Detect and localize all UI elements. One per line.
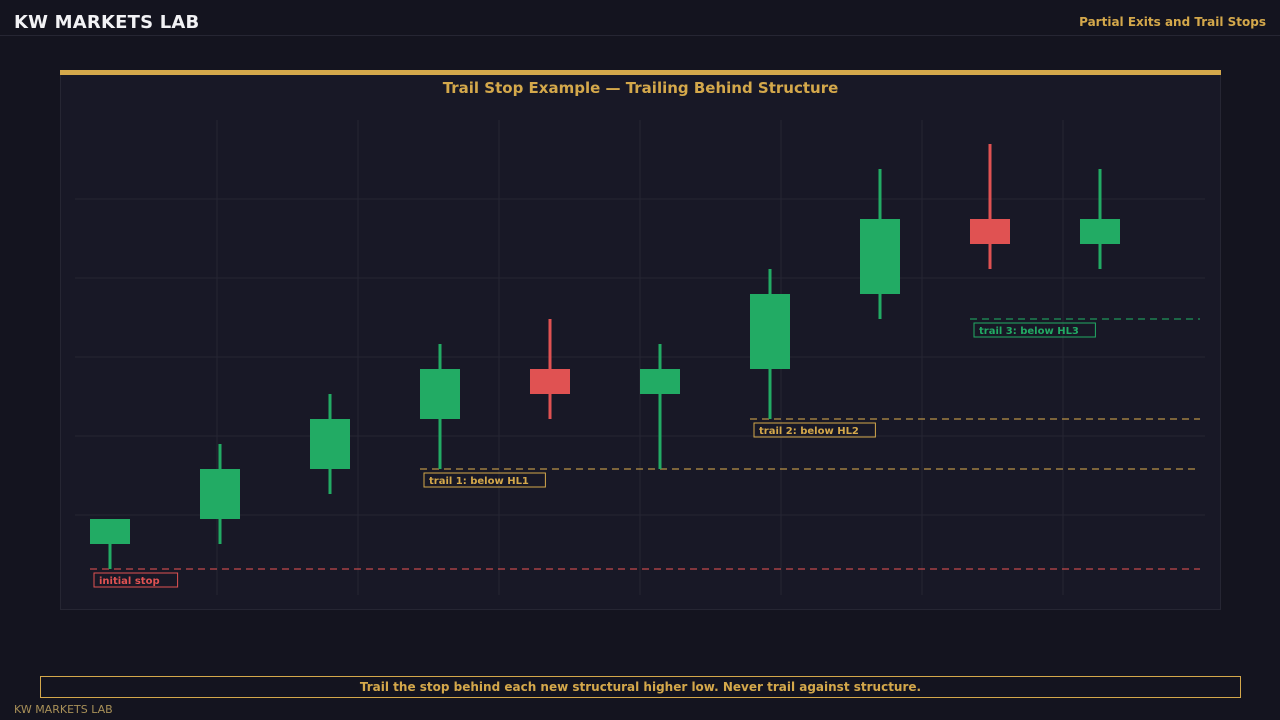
stop-label: trail 2: below HL2 <box>759 426 859 437</box>
candle-body <box>750 294 790 369</box>
stop-label: trail 3: below HL3 <box>979 326 1079 337</box>
candle-body <box>640 369 680 394</box>
candle-body <box>970 219 1010 244</box>
candle-body <box>310 419 350 469</box>
candle-body <box>200 469 240 519</box>
candle-body <box>530 369 570 394</box>
stop-label-box <box>753 422 876 438</box>
chart-accent-bar <box>60 70 1221 75</box>
brand-title: KW MARKETS LAB <box>14 12 200 33</box>
stop-label: initial stop <box>99 576 160 587</box>
footer-brand: KW MARKETS LAB <box>14 703 113 716</box>
stop-label: trail 1: below HL1 <box>429 476 529 487</box>
top-bar: KW MARKETS LAB Partial Exits and Trail S… <box>0 0 1280 36</box>
candle-body <box>860 219 900 294</box>
stop-label-box <box>93 572 179 588</box>
stop-label-box <box>423 472 546 488</box>
takeaway-note: Trail the stop behind each new structura… <box>40 676 1241 698</box>
candle-body <box>90 519 130 544</box>
stop-label-box <box>973 322 1096 338</box>
page-topic: Partial Exits and Trail Stops <box>1079 15 1266 29</box>
chart-title: Trail Stop Example — Trailing Behind Str… <box>442 79 839 97</box>
candle-body <box>420 369 460 419</box>
candle-body <box>1080 219 1120 244</box>
